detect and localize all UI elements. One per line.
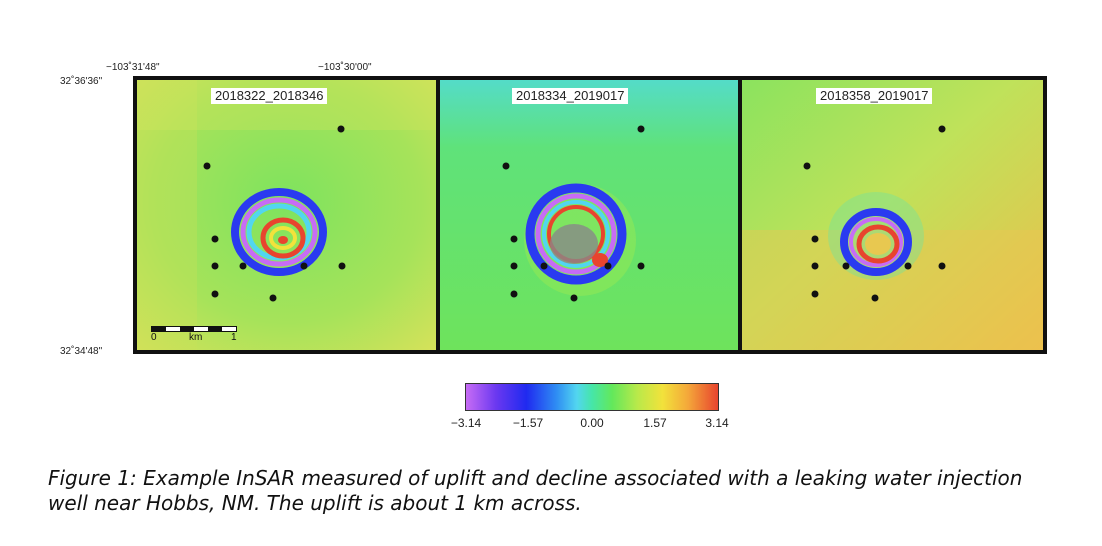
scale-bar-start: 0: [151, 332, 157, 343]
well-markers-1: [203, 125, 346, 302]
colorbar-tick: 1.57: [643, 416, 667, 430]
figure-caption: Figure 1: Example InSAR measured of upli…: [48, 466, 1023, 515]
well-markers-2: [502, 125, 645, 302]
insar-panel-2: 2018334_2019017: [440, 80, 738, 350]
insar-panel-1: 2018322_2018346 0 km 1: [137, 80, 436, 350]
interferogram-1: [137, 80, 436, 350]
interferogram-2: [440, 80, 738, 350]
insar-figure: 2018322_2018346 0 km 1: [133, 76, 1047, 354]
colorbar-tick: 3.14: [705, 416, 729, 430]
longitude-label-middle: −103˚30'00": [318, 62, 372, 73]
interferogram-3: [742, 80, 1043, 350]
longitude-label-left: −103˚31'48": [106, 62, 160, 73]
colorbar-tick: −3.14: [450, 416, 482, 430]
latitude-label-bottom: 32˚34'48": [60, 346, 103, 357]
colorbar-tick: 0.00: [580, 416, 604, 430]
panel-3-label: 2018358_2019017: [816, 88, 933, 104]
scale-bar-end: 1: [231, 332, 237, 343]
scale-bar: 0 km 1: [151, 322, 241, 348]
colorbar-tick: −1.57: [512, 416, 544, 430]
scale-bar-graphic: [151, 326, 237, 332]
panel-1-label: 2018322_2018346: [211, 88, 328, 104]
insar-panel-3: 2018358_2019017: [742, 80, 1043, 350]
panel-2-label: 2018334_2019017: [512, 88, 629, 104]
scale-bar-unit: km: [189, 332, 203, 343]
well-markers-3: [803, 125, 946, 302]
latitude-label-top: 32˚36'36": [60, 76, 103, 87]
phase-colorbar: [465, 383, 719, 411]
